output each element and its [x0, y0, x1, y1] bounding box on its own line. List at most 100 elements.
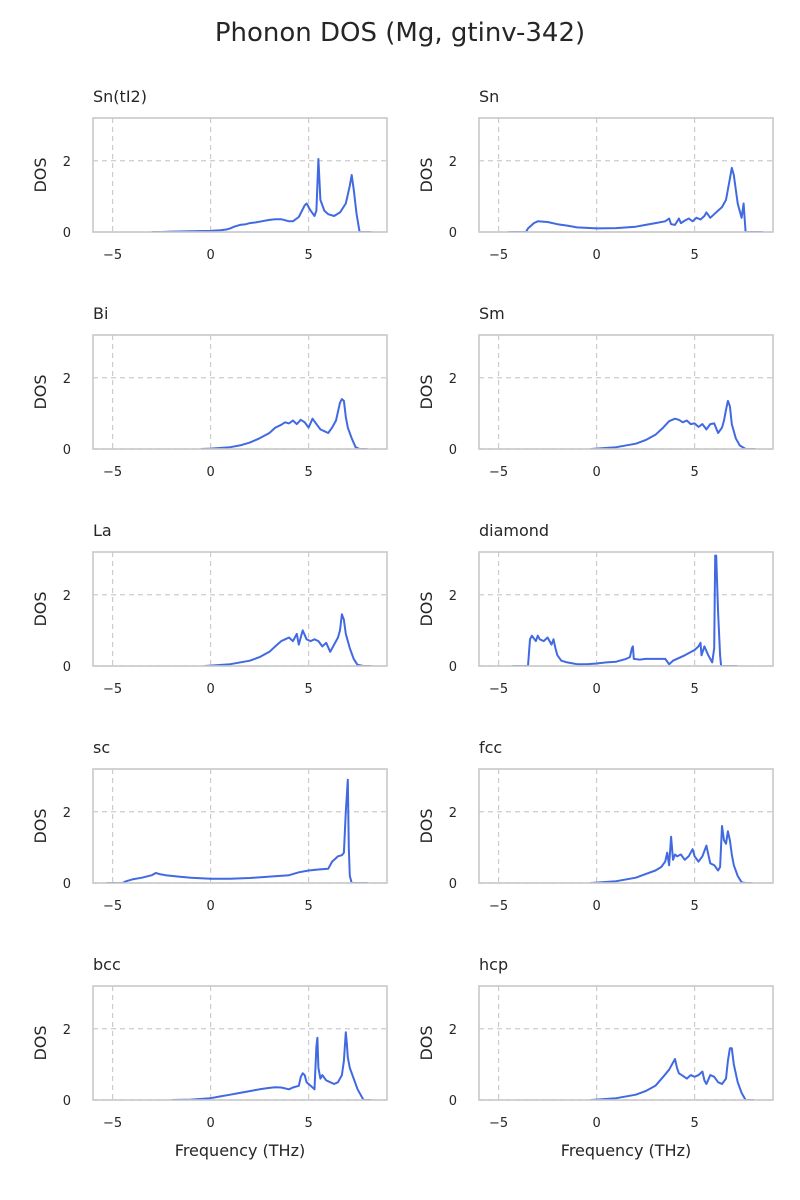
subplot-1: −5 0 5 0 2 Sn(tI2) DOS [31, 87, 388, 263]
y-tick-label: 2 [449, 155, 457, 170]
axes-frame [92, 985, 388, 1101]
subplot-2: −5 0 5 0 2 Sn DOS [417, 87, 774, 263]
x-tick-label: −5 [489, 248, 508, 263]
y-tick-label: 2 [449, 806, 457, 821]
y-axis-label: DOS [31, 157, 50, 192]
subplot-7: −5 0 5 0 2 sc DOS [31, 738, 388, 914]
axes-frame [92, 768, 388, 884]
axes-frame [92, 117, 388, 233]
y-tick-label: 2 [449, 372, 457, 387]
x-tick-label: 0 [592, 248, 600, 263]
x-tick-label: −5 [103, 465, 122, 480]
y-tick-label: 0 [449, 443, 457, 458]
y-tick-label: 0 [63, 443, 71, 458]
dos-line [171, 1031, 372, 1100]
y-axis-label: DOS [31, 374, 50, 409]
x-tick-label: 0 [206, 682, 214, 697]
axes-frame [92, 334, 388, 450]
dos-line [151, 158, 372, 232]
x-tick-label: 5 [690, 899, 698, 914]
axes-frame [478, 985, 774, 1101]
y-axis-label: DOS [417, 808, 436, 843]
y-tick-label: 2 [63, 806, 71, 821]
x-tick-label: 0 [592, 465, 600, 480]
y-tick-label: 0 [63, 226, 71, 241]
subplot-title: sc [93, 738, 110, 757]
axes-frame [478, 334, 774, 450]
x-tick-label: 5 [304, 682, 312, 697]
y-axis-label: DOS [417, 157, 436, 192]
subplot-title: La [93, 521, 112, 540]
dos-line [508, 166, 764, 232]
x-tick-label: −5 [103, 682, 122, 697]
x-tick-label: 0 [206, 1116, 214, 1131]
subplot-title: hcp [479, 955, 508, 974]
axes-frame [478, 117, 774, 233]
x-tick-label: 5 [304, 465, 312, 480]
y-tick-label: 2 [63, 589, 71, 604]
subplot-title: fcc [479, 738, 502, 757]
x-tick-label: 5 [304, 248, 312, 263]
x-tick-label: 5 [304, 899, 312, 914]
subplot-title: bcc [93, 955, 121, 974]
y-axis-label: DOS [31, 808, 50, 843]
x-tick-label: 0 [592, 899, 600, 914]
x-tick-label: −5 [103, 1116, 122, 1131]
y-tick-label: 0 [449, 1094, 457, 1109]
subplot-8: −5 0 5 0 2 fcc DOS [417, 738, 774, 914]
x-axis-label: Frequency (THz) [561, 1141, 691, 1160]
x-axis-label: Frequency (THz) [175, 1141, 305, 1160]
x-tick-label: 0 [592, 682, 600, 697]
subplot-5: −5 0 5 0 2 La DOS [31, 521, 388, 697]
figure-title: Phonon DOS (Mg, gtinv-342) [214, 18, 586, 48]
x-tick-label: −5 [489, 465, 508, 480]
axes-frame [92, 551, 388, 667]
subplot-title: Sm [479, 304, 505, 323]
y-tick-label: 2 [449, 1023, 457, 1038]
y-axis-label: DOS [417, 591, 436, 626]
x-tick-label: 0 [206, 899, 214, 914]
y-tick-label: 2 [63, 1023, 71, 1038]
y-tick-label: 0 [449, 226, 457, 241]
dos-line [590, 399, 756, 449]
y-tick-label: 0 [449, 660, 457, 675]
y-tick-label: 2 [63, 372, 71, 387]
dos-line [200, 398, 368, 449]
x-tick-label: −5 [489, 682, 508, 697]
dos-line [204, 613, 372, 666]
y-tick-label: 0 [449, 877, 457, 892]
y-axis-label: DOS [31, 591, 50, 626]
subplot-title: Bi [93, 304, 108, 323]
subplot-title: Sn [479, 87, 499, 106]
x-tick-label: −5 [103, 248, 122, 263]
subplot-4: −5 0 5 0 2 Sm DOS [417, 304, 774, 480]
x-tick-label: 5 [304, 1116, 312, 1131]
dos-line [590, 1047, 754, 1100]
dos-line [106, 778, 368, 883]
y-tick-label: 0 [63, 877, 71, 892]
axes-frame [478, 551, 774, 667]
x-tick-label: 0 [592, 1116, 600, 1131]
x-tick-label: 5 [690, 465, 698, 480]
x-tick-label: 5 [690, 248, 698, 263]
subplot-3: −5 0 5 0 2 Bi DOS [31, 304, 388, 480]
x-tick-label: −5 [103, 899, 122, 914]
x-tick-label: 5 [690, 682, 698, 697]
x-tick-label: 0 [206, 248, 214, 263]
y-axis-label: DOS [31, 1025, 50, 1060]
subplot-9: −5 0 5 0 2 bcc DOS Frequency (THz) [31, 955, 388, 1160]
x-tick-label: −5 [489, 1116, 508, 1131]
subplot-10: −5 0 5 0 2 hcp DOS Frequency (THz) [417, 955, 774, 1160]
y-axis-label: DOS [417, 1025, 436, 1060]
subplot-title: Sn(tI2) [93, 87, 147, 106]
dos-line [590, 825, 752, 883]
y-tick-label: 2 [63, 155, 71, 170]
dos-line [512, 554, 738, 666]
y-tick-label: 0 [63, 660, 71, 675]
subplot-6: −5 0 5 0 2 diamond DOS [417, 521, 774, 697]
subplot-title: diamond [479, 521, 549, 540]
y-axis-label: DOS [417, 374, 436, 409]
y-tick-label: 2 [449, 589, 457, 604]
